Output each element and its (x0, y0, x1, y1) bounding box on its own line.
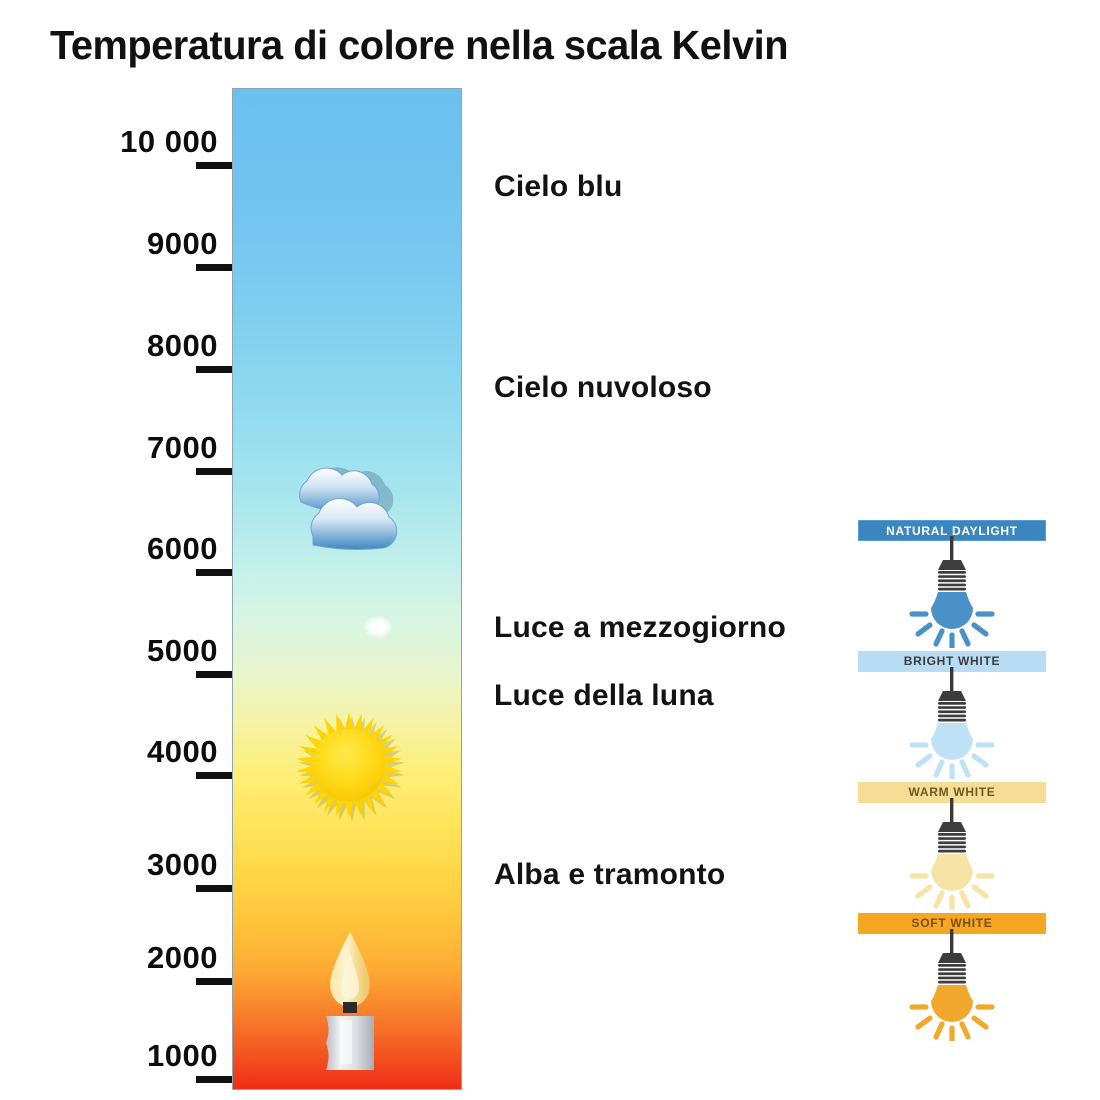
page-title: Temperatura di colore nella scala Kelvin (50, 22, 789, 68)
axis-tick-row: 4000 (0, 734, 232, 780)
kelvin-axis: 10 000 9000 8000 7000 6000 5000 4000 3000 2000 10… (0, 0, 232, 1100)
bulb-label-bar: SOFT WHITE (858, 913, 1046, 934)
axis-tick-mark (196, 977, 232, 985)
moon-icon (364, 616, 392, 638)
axis-tick-mark (196, 671, 232, 679)
light-bulb-icon (909, 798, 995, 910)
bulb-legend: NATURAL DAYLIGHT BRIGHT WHITE WARM WHITE SO… (858, 520, 1046, 1044)
axis-tick-label: 1000 (147, 1037, 218, 1073)
axis-tick-row: 3000 (0, 846, 232, 892)
description-label: Alba e tramonto (494, 857, 726, 891)
axis-tick-row: 7000 (0, 429, 232, 475)
axis-tick-row: 8000 (0, 327, 232, 373)
bulb-label-bar: BRIGHT WHITE (858, 651, 1046, 672)
axis-tick-label: 9000 (147, 226, 218, 262)
axis-tick-label: 2000 (147, 939, 218, 975)
axis-tick-mark (196, 365, 232, 373)
axis-tick-mark (196, 162, 232, 170)
light-bulb-icon (909, 667, 995, 779)
axis-tick-mark (196, 467, 232, 475)
axis-tick-row: 1000 (0, 1037, 232, 1083)
bulb-card[interactable]: WARM WHITE (858, 782, 1046, 913)
bulb-card[interactable]: NATURAL DAYLIGHT (858, 520, 1046, 651)
description-label: Cielo blu (494, 170, 623, 204)
bulb-card[interactable]: BRIGHT WHITE (858, 651, 1046, 782)
axis-tick-mark (196, 568, 232, 576)
candle-icon (326, 932, 374, 1070)
bulb-label-bar: WARM WHITE (858, 782, 1046, 803)
kelvin-scale (232, 88, 462, 1090)
axis-tick-label: 4000 (147, 734, 218, 770)
sun-icon (296, 711, 405, 823)
axis-tick-mark (196, 264, 232, 272)
axis-tick-row: 10 000 (0, 124, 232, 170)
axis-tick-label: 5000 (147, 633, 218, 669)
kelvin-gradient-bar (232, 88, 462, 1090)
axis-tick-mark (196, 772, 232, 780)
description-label: Luce della luna (494, 679, 714, 713)
cloud-icon (299, 467, 398, 550)
axis-tick-label: 3000 (147, 846, 218, 882)
description-label: Luce a mezzogiorno (494, 611, 786, 645)
axis-tick-row: 5000 (0, 633, 232, 679)
axis-tick-label: 8000 (147, 327, 218, 363)
description-label: Cielo nuvoloso (494, 370, 712, 404)
axis-tick-label: 6000 (147, 530, 218, 566)
axis-tick-mark (196, 884, 232, 892)
axis-tick-row: 9000 (0, 226, 232, 272)
axis-tick-row: 6000 (0, 530, 232, 576)
light-bulb-icon (909, 536, 995, 648)
axis-tick-mark (196, 1075, 232, 1083)
axis-tick-label: 7000 (147, 429, 218, 465)
light-bulb-icon (909, 929, 995, 1041)
axis-tick-label: 10 000 (120, 124, 218, 160)
bulb-card[interactable]: SOFT WHITE (858, 913, 1046, 1044)
axis-tick-row: 2000 (0, 939, 232, 985)
